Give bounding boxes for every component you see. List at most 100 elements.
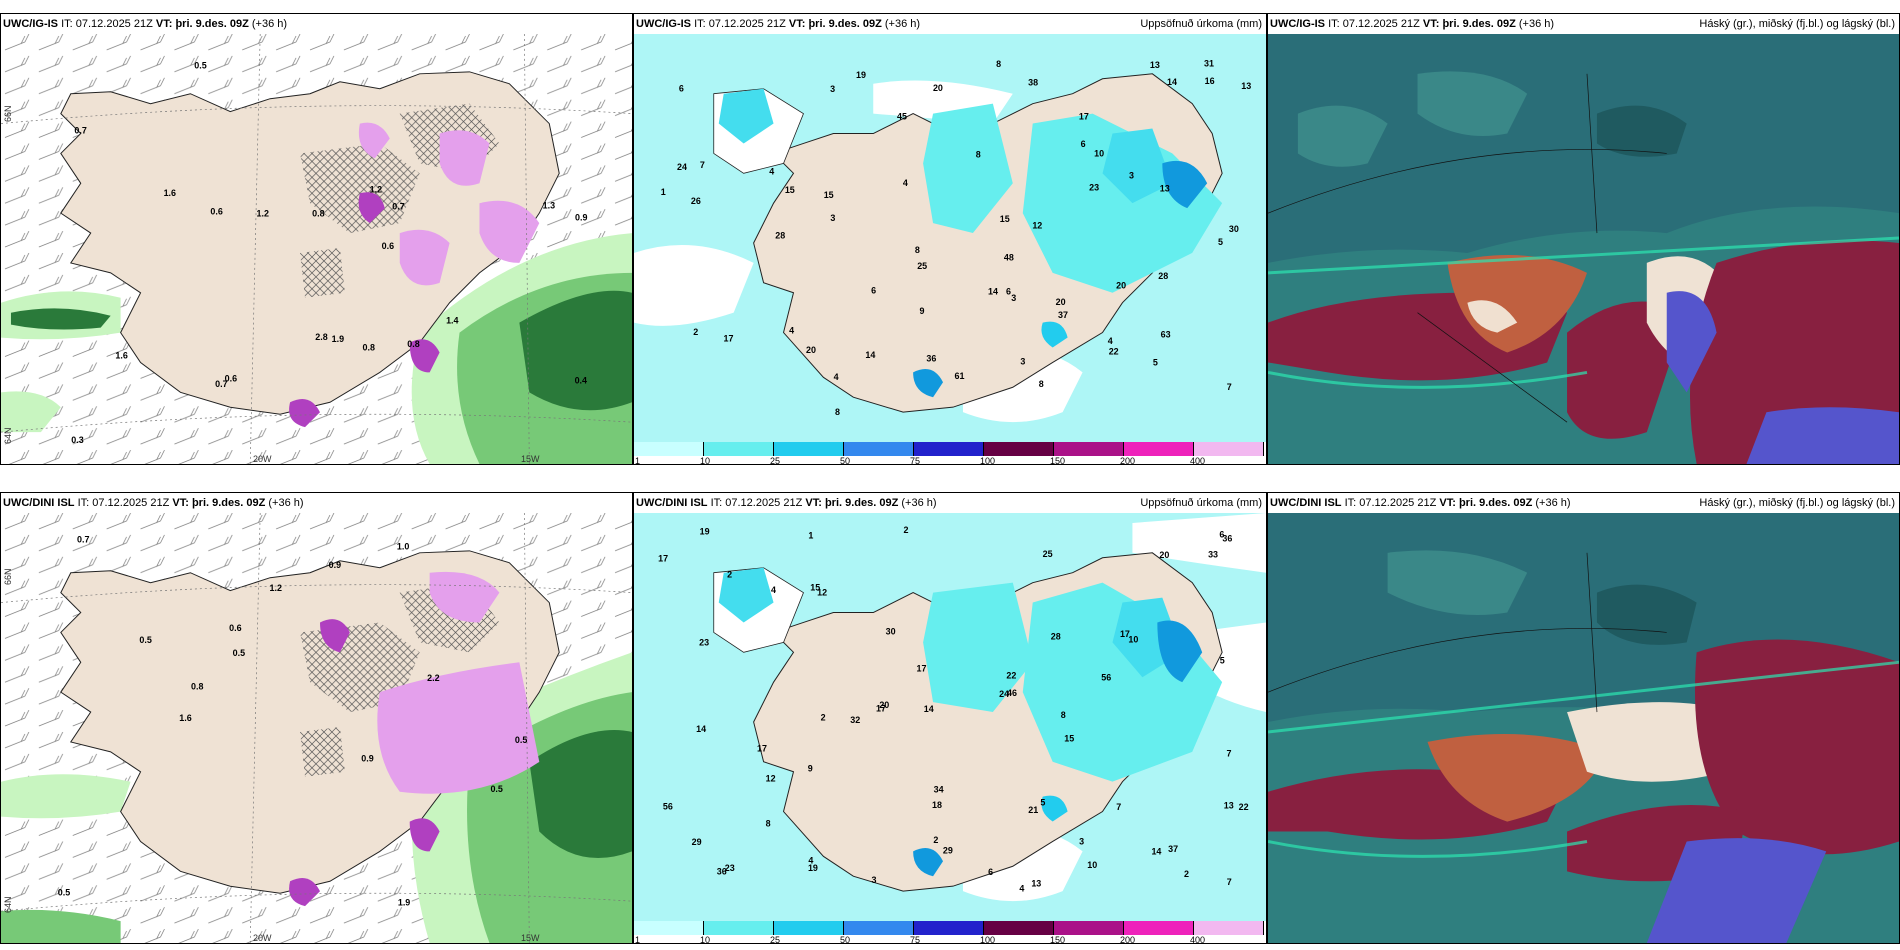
valid-time: þri. 9.des. 09Z — [808, 18, 882, 30]
map-value-label: 38 — [1028, 78, 1038, 88]
map-value-label: 0.9 — [361, 754, 373, 764]
map-value-label: 20 — [806, 345, 816, 355]
map-value-label: 20 — [1159, 550, 1169, 560]
precip-map[interactable]: 3 4 4 3 1 2 2 2 2 30 20 29 20 18 25 24 23 19 32 17 21 36 22 36 1… — [634, 513, 1266, 921]
panel-header: UWC/IG-IS IT: 07.12.2025 21Z VT: þri. 9.… — [1268, 14, 1899, 34]
map-value-label: 6 — [988, 867, 993, 877]
map-value-label: 1.6 — [164, 188, 176, 198]
colorbar-tick: 75 — [910, 456, 921, 465]
vt-label: VT: — [1422, 18, 1440, 30]
map-value-label: 63 — [1161, 330, 1171, 340]
colorbar-tick: 150 — [1050, 456, 1066, 465]
colorbar-swatch — [704, 921, 774, 935]
panel-header: UWC/DINI ISL IT: 07.12.2025 21Z VT: þri.… — [1, 493, 632, 513]
map-value-label: 2.8 — [315, 332, 327, 342]
map-value-label: 0.6 — [210, 206, 222, 216]
map-value-label: 1 — [661, 187, 666, 197]
it-label: IT: — [1328, 18, 1340, 30]
lead-time: (+36 h) — [1535, 497, 1571, 509]
map-value-label: 2 — [933, 835, 938, 845]
map-value-label: 1.2 — [370, 184, 382, 194]
map-value-label: 15 — [824, 190, 834, 200]
cloud-map[interactable] — [1268, 34, 1899, 464]
map-value-label: 7 — [1227, 877, 1232, 887]
panel-wind-snow-top: UWC/IG-IS IT: 07.12.2025 21Z VT: þri. 9.… — [0, 13, 633, 465]
map-value-label: 3 — [1129, 171, 1134, 181]
map-value-label: 6 — [679, 84, 684, 94]
field-title: Uppsöfnuð úrkoma (mm) — [1140, 497, 1262, 509]
precip-map[interactable]: 8 3 4 4 3 3 5 3 25 20 17 24 8 6 23 13 26 14 20 13 4 3 4 22 12 10 2… — [634, 34, 1266, 442]
map-value-label: 0.6 — [382, 241, 394, 251]
map-value-label: 1.2 — [270, 583, 282, 593]
colorbar-tick: 75 — [910, 935, 921, 944]
field-title: Uppsöfnuð úrkoma (mm) — [1140, 18, 1262, 30]
colorbar-swatch — [844, 442, 914, 456]
map-value-label: 23 — [699, 637, 709, 647]
map-value-label: 3 — [830, 84, 835, 94]
colorbar-tick: 400 — [1190, 456, 1206, 465]
colorbar-tick: 200 — [1120, 456, 1136, 465]
model-name: UWC/DINI ISL — [1270, 497, 1342, 509]
map-value-label: 14 — [1167, 77, 1177, 87]
map-value-label: 2 — [821, 713, 826, 723]
map-value-label: 25 — [1043, 549, 1053, 559]
lat-label-66n: 66N — [3, 568, 13, 585]
map-value-label: 0.8 — [312, 208, 324, 218]
precip-colorbar: 1 10 25 50 75 100 150 200 400 — [634, 921, 1266, 943]
map-value-label: 7 — [1227, 382, 1232, 392]
map-value-label: 17 — [917, 664, 927, 674]
map-value-label: 20 — [1056, 297, 1066, 307]
wind-snow-map[interactable]: 0.3 0.4 0.5 1.6 1.4 0.7 0.6 0.8 1.2 1.9 1.2 0.9 0.6 0… — [1, 34, 632, 464]
map-value-label: 0.9 — [575, 212, 587, 222]
panel-header: UWC/IG-IS IT: 07.12.2025 21Z VT: þri. 9.… — [1, 14, 632, 34]
map-value-label: 13 — [1150, 60, 1160, 70]
init-time: 07.12.2025 21Z — [75, 18, 153, 30]
map-value-label: 0.5 — [58, 887, 70, 897]
map-value-label: 36 — [1222, 533, 1232, 543]
lon-label-15w: 15W — [521, 454, 540, 464]
model-name: UWC/IG-IS — [1270, 18, 1325, 30]
colorbar-tick: 150 — [1050, 935, 1066, 944]
map-value-label: 4 — [834, 372, 839, 382]
map-value-label: 6 — [1081, 139, 1086, 149]
map-value-label: 2.2 — [427, 673, 439, 683]
map-value-label: 1.4 — [446, 315, 458, 325]
map-value-label: 19 — [808, 863, 818, 873]
map-value-label: 4 — [1108, 336, 1113, 346]
field-title: Háský (gr.), miðský (fj.bl.) og lágský (… — [1699, 18, 1895, 30]
lead-time: (+36 h) — [901, 497, 937, 509]
map-value-label: 46 — [1007, 688, 1017, 698]
colorbar-swatch — [1054, 442, 1124, 456]
map-value-label: 37 — [1168, 844, 1178, 854]
map-value-label: 26 — [691, 196, 701, 206]
map-value-label: 0.6 — [229, 623, 241, 633]
map-value-label: 5 — [1218, 237, 1223, 247]
map-value-label: 0.5 — [515, 735, 527, 745]
init-time: 07.12.2025 21Z — [725, 497, 803, 509]
colorbar-tick: 25 — [770, 456, 781, 465]
colorbar-swatch — [914, 921, 984, 935]
map-value-label: 0.8 — [191, 682, 203, 692]
map-value-label: 8 — [996, 59, 1001, 69]
colorbar-tick: 50 — [840, 456, 851, 465]
lead-time: (+36 h) — [884, 18, 921, 30]
map-value-label: 0.7 — [77, 535, 89, 545]
colorbar-swatch — [1124, 921, 1194, 935]
field-title: Háský (gr.), miðský (fj.bl.) og lágský (… — [1699, 497, 1895, 509]
map-value-label: 14 — [988, 286, 998, 296]
map-value-label: 29 — [692, 837, 702, 847]
map-value-label: 8 — [1061, 710, 1066, 720]
valid-time: þri. 9.des. 09Z — [1458, 497, 1533, 509]
it-label: IT: — [710, 497, 723, 509]
wind-snow-map[interactable]: 0.9 0.9 0.5 0.8 1.0 1.9 1.6 2.2 0.6 0.5 0.5 0.5 0.5 0… — [1, 513, 632, 943]
map-value-label: 7 — [1227, 748, 1232, 758]
vt-label: VT: — [172, 497, 189, 509]
map-value-label: 32 — [850, 715, 860, 725]
init-time: 07.12.2025 21Z — [1342, 18, 1420, 30]
cloud-map[interactable] — [1268, 513, 1899, 943]
map-value-label: 30 — [1229, 224, 1239, 234]
map-value-label: 8 — [915, 245, 920, 255]
map-value-label: 33 — [1208, 550, 1218, 560]
map-value-label: 7 — [700, 160, 705, 170]
map-value-label: 17 — [757, 743, 767, 753]
